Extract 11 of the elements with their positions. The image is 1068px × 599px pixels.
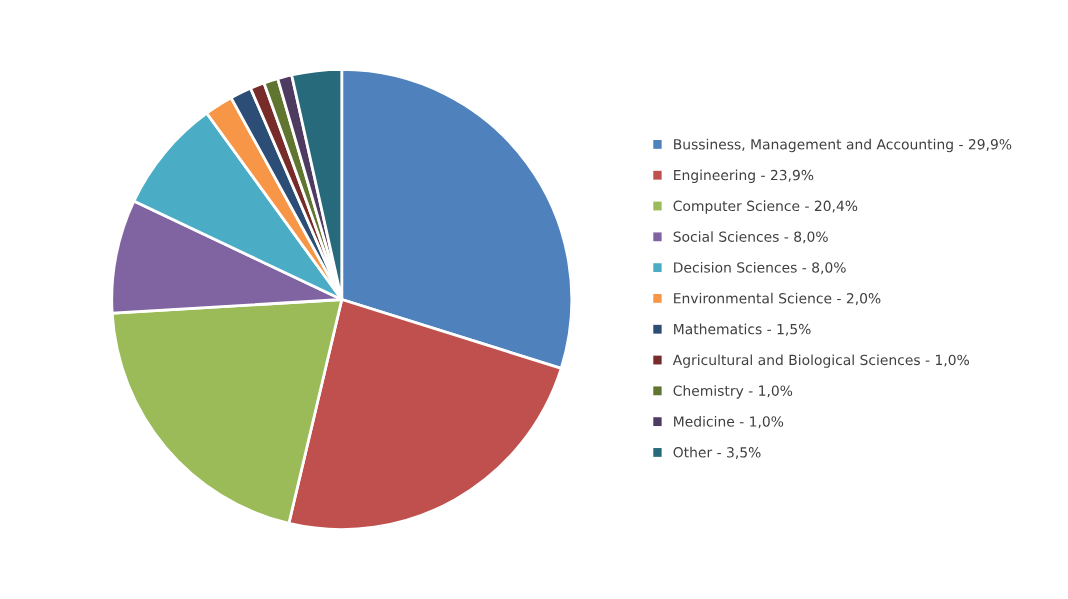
legend-label: Agricultural and Biological Sciences - 1,0% xyxy=(672,354,969,368)
legend-label: Decision Sciences - 8,0% xyxy=(674,261,846,275)
legend-label: Chemistry - 1,0% xyxy=(673,385,793,399)
legend-label: Bussiness, Management and Accounting - 29,9% xyxy=(674,138,1012,153)
legend-label: Other - 3,5% xyxy=(673,446,761,459)
legend-label: Engineering - 23,9% xyxy=(674,169,814,184)
legend-label: Environmental Science - 2,0% xyxy=(674,292,881,305)
legend-label: Mathematics - 1,5% xyxy=(674,323,811,336)
legend-label: Computer Science - 20,4% xyxy=(673,200,858,214)
legend-label: Social Sciences - 8,0% xyxy=(673,231,828,244)
legend-label: Medicine - 1,0% xyxy=(674,415,784,429)
